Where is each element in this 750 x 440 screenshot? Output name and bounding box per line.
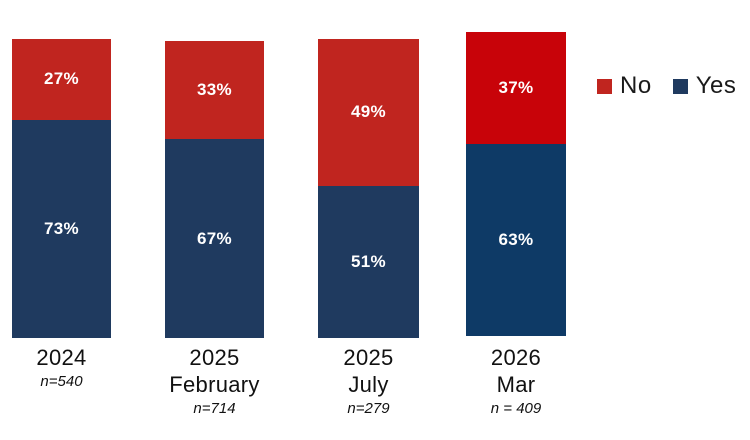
bar-value-yes: 51% <box>351 251 386 271</box>
stacked-bar: 37% 63% <box>466 32 566 336</box>
axis-label-sample-size: n=714 <box>193 400 236 417</box>
bar-axis-label: 2024 n=540 <box>0 344 139 392</box>
legend-swatch-no-icon <box>597 78 612 94</box>
axis-label-month: July <box>348 372 389 397</box>
bar-segment-no: 49% <box>318 39 419 186</box>
axis-label-sample-size: n = 409 <box>490 400 542 417</box>
bar-axis-label: 2025 February n=714 <box>137 344 292 419</box>
bar-value-no: 27% <box>44 69 79 89</box>
bar-value-no: 33% <box>197 80 232 99</box>
axis-label-year: 2025 <box>189 345 240 370</box>
axis-label-sample-size: n=540 <box>40 373 83 390</box>
axis-label-month: Mar <box>496 372 536 397</box>
bar-value-no: 37% <box>498 78 534 98</box>
legend-label-yes: Yes <box>695 72 737 99</box>
stacked-bar: 49% 51% <box>318 39 419 338</box>
axis-label-sample-size: n=279 <box>347 400 390 417</box>
bar-segment-no: 27% <box>12 39 111 120</box>
bar-value-yes: 67% <box>197 228 232 248</box>
bar-axis-label: 2026 Mar n = 409 <box>438 344 594 419</box>
bar-segment-yes: 67% <box>165 139 264 338</box>
axis-label-year: 2026 <box>490 345 542 370</box>
bar-axis-label: 2025 July n=279 <box>290 344 447 419</box>
bar-segment-no: 33% <box>165 41 264 139</box>
legend-swatch-yes-icon <box>672 78 688 94</box>
bar-value-no: 49% <box>351 102 386 122</box>
axis-label-year: 2024 <box>36 345 87 370</box>
axis-label-year: 2025 <box>343 345 394 370</box>
bar-value-yes: 73% <box>44 218 79 238</box>
axis-label-month: February <box>169 372 260 397</box>
bar-segment-yes: 63% <box>466 144 566 336</box>
bar-segment-yes: 51% <box>318 185 419 338</box>
legend-item-yes: Yes <box>672 72 737 100</box>
legend-label-no: No <box>620 72 652 99</box>
bar-segment-no: 37% <box>466 32 566 145</box>
bar-value-yes: 63% <box>498 230 534 250</box>
legend-item-no: No <box>597 72 652 100</box>
stacked-bar: 33% 67% <box>165 41 264 338</box>
legend: No Yes <box>597 72 736 100</box>
bar-segment-yes: 73% <box>12 119 111 338</box>
stacked-bar: 27% 73% <box>12 39 111 338</box>
